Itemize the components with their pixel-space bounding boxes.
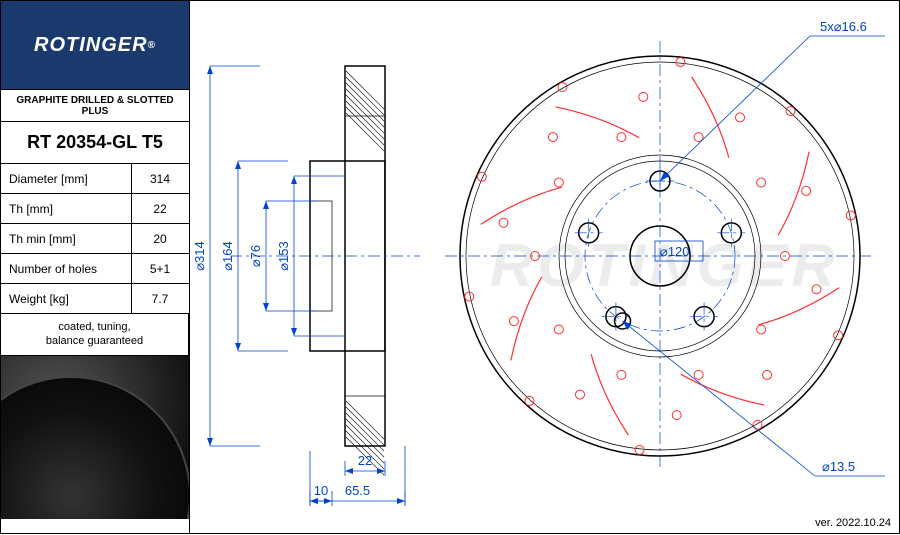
svg-text:5x⌀16.6: 5x⌀16.6 xyxy=(820,19,867,34)
spec-value: 5+1 xyxy=(131,254,189,284)
reg-mark: ® xyxy=(148,40,156,51)
spec-note: coated, tuning,balance guaranteed xyxy=(1,314,189,355)
svg-text:10: 10 xyxy=(314,483,328,498)
spec-row: Th min [mm]20 xyxy=(1,224,189,254)
disc-photo-circle xyxy=(1,376,189,519)
spec-panel: ROTINGER® GRAPHITE DRILLED & SLOTTED PLU… xyxy=(0,0,190,534)
svg-text:⌀76: ⌀76 xyxy=(248,245,263,267)
svg-text:22: 22 xyxy=(358,453,372,468)
drawing-svg: ⌀314 ⌀164 ⌀76 ⌀153 22 10 65.5 5x⌀16.6 ⌀120 ⌀13.5 xyxy=(190,1,900,535)
brand-logo: ROTINGER® xyxy=(1,1,189,89)
product-subtitle: GRAPHITE DRILLED & SLOTTED PLUS xyxy=(1,89,189,121)
part-number: RT 20354-GL T5 xyxy=(1,121,189,163)
svg-text:⌀13.5: ⌀13.5 xyxy=(822,459,855,474)
spec-table: Diameter [mm]314Th [mm]22Th min [mm]20Nu… xyxy=(1,163,189,355)
spec-label: Weight [kg] xyxy=(1,284,131,314)
product-photo xyxy=(1,355,189,519)
version-label: ver. 2022.10.24 xyxy=(815,517,891,529)
svg-text:65.5: 65.5 xyxy=(345,483,370,498)
spec-label: Th [mm] xyxy=(1,194,131,224)
spec-row: Th [mm]22 xyxy=(1,194,189,224)
technical-drawing: ROTINGER ⌀314⌀164⌀76⌀153221065.55x⌀16.6⌀… xyxy=(190,0,900,534)
svg-text:⌀164: ⌀164 xyxy=(220,241,235,271)
svg-text:⌀153: ⌀153 xyxy=(276,241,291,271)
spec-value: 314 xyxy=(131,164,189,194)
spec-row: Diameter [mm]314 xyxy=(1,164,189,194)
brand-text: ROTINGER xyxy=(34,34,148,57)
spec-row: Weight [kg]7.7 xyxy=(1,284,189,314)
spec-label: Number of holes xyxy=(1,254,131,284)
spec-row: Number of holes5+1 xyxy=(1,254,189,284)
svg-text:⌀314: ⌀314 xyxy=(192,241,207,271)
spec-value: 22 xyxy=(131,194,189,224)
spec-value: 7.7 xyxy=(131,284,189,314)
spec-value: 20 xyxy=(131,224,189,254)
spec-label: Diameter [mm] xyxy=(1,164,131,194)
spec-label: Th min [mm] xyxy=(1,224,131,254)
svg-text:⌀120: ⌀120 xyxy=(660,244,690,259)
spec-note-row: coated, tuning,balance guaranteed xyxy=(1,314,189,355)
